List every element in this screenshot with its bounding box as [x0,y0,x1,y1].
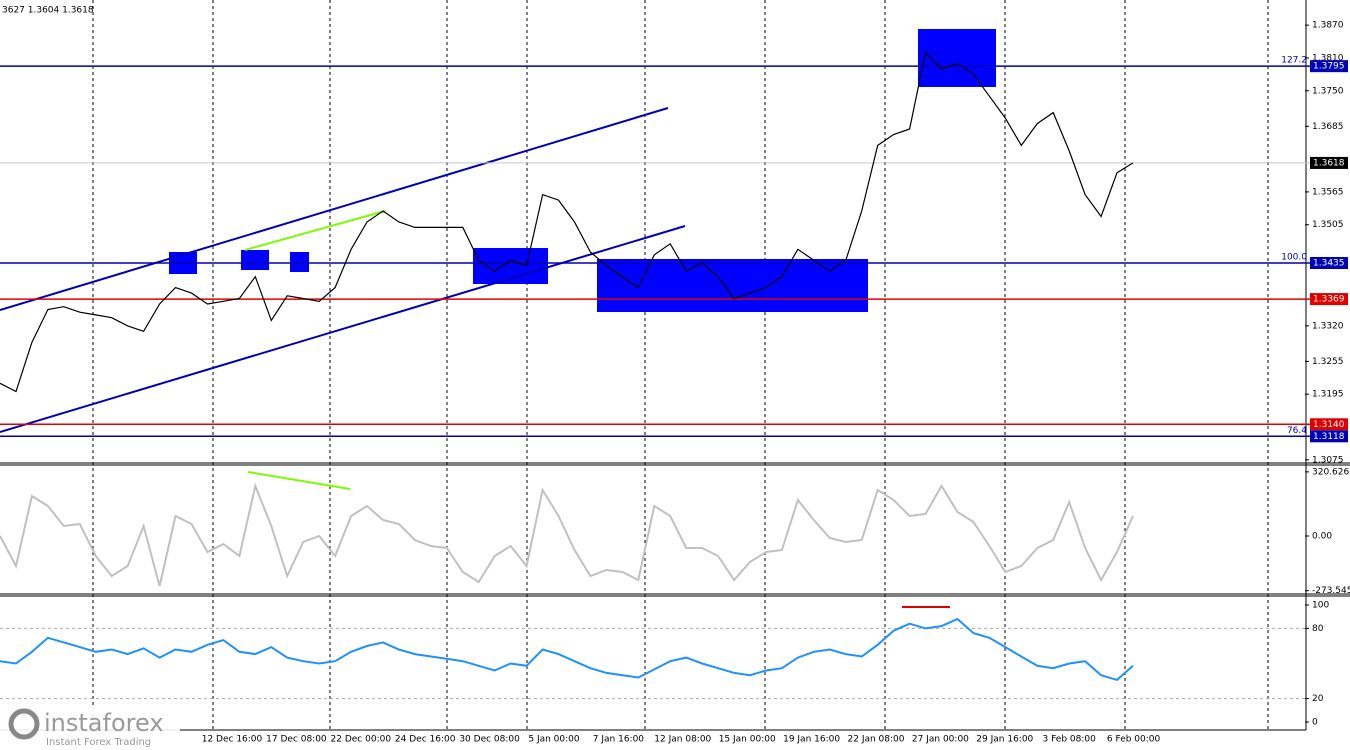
level-label-box [1310,293,1348,306]
level-label-box [1310,430,1348,443]
fib-label: 127.2 [1281,56,1307,66]
level-label: 1.3140 [1313,420,1345,430]
y-tick-label: 1.3255 [1312,357,1344,367]
zone [918,29,996,87]
level-label-box [1310,60,1348,73]
y-tick-label: 1.3750 [1312,86,1344,96]
x-tick-label: 15 Jan 00:00 [719,735,776,745]
grid [92,0,1269,730]
y-tick-label: 1.3505 [1312,220,1344,230]
y-tick-label: 1.3195 [1312,390,1344,400]
y-tick-label: 0 [1312,718,1318,728]
level-label: 1.3118 [1313,432,1345,442]
series-line [0,617,1134,682]
header: 3627 1.3604 1.3618 [2,6,94,16]
logo: instaforex Instant Forex Trading [0,705,180,750]
y-tick-label: 20 [1312,694,1324,704]
y-tick-label: 100 [1312,601,1329,611]
divergence-line [247,471,351,490]
fib-label: 100.0 [1281,252,1307,262]
y-tick-label: 1.3075 [1312,455,1344,465]
y-tick-label: 320.6269 [1312,467,1350,477]
zone [597,259,868,312]
y-tick-label: 1.3320 [1312,321,1344,331]
level-label-box [1310,156,1348,169]
panel-borders [0,0,1350,731]
x-tick-label: 22 Jan 08:00 [848,735,905,745]
series-line [0,51,1134,393]
channel-line [0,225,686,433]
level-label-box [1310,256,1348,269]
y-tick-label: 0.00 [1312,532,1332,542]
series-line [0,482,1134,587]
divergence-line [244,210,386,251]
level-label: 1.3369 [1313,295,1345,305]
zone [290,252,309,272]
x-tick-label: 27 Jan 00:00 [912,735,969,745]
x-tick-label: 7 Jan 16:00 [593,735,645,745]
y-tick-label: 1.3870 [1312,21,1344,31]
y-tick-label: 1.3565 [1312,187,1344,197]
x-tick-label: 30 Dec 08:00 [459,735,520,745]
x-tick-label: 24 Dec 16:00 [395,735,456,745]
level-label: 1.3435 [1313,258,1345,268]
y-tick-label: 1.3810 [1312,53,1344,63]
y-tick-label: 1.3685 [1312,122,1344,132]
logo-tagline: Instant Forex Trading [46,737,151,748]
logo-name: instaforex [44,709,164,737]
level-label: 1.3795 [1313,62,1345,72]
logo-icon [8,708,40,740]
x-tick-label: 12 Jan 08:00 [654,735,711,745]
zone [241,250,269,270]
x-tick-label: 6 Feb 00:00 [1107,735,1161,745]
x-tick-label: 17 Dec 08:00 [266,735,327,745]
fib-label: 76.4 [1287,426,1307,436]
drawings [0,29,996,608]
channel-line [0,107,669,311]
x-tick-label: 5 Jan 00:00 [528,735,580,745]
y-tick-label: 80 [1312,624,1324,634]
x-tick-label: 29 Jan 16:00 [976,735,1033,745]
y-tick-label: -273.545 [1312,586,1350,596]
level-label-box [1310,418,1348,431]
x-tick-label: 3 Feb 08:00 [1043,735,1097,745]
x-tick-label: 12 Dec 16:00 [202,735,263,745]
level-label: 1.3618 [1313,158,1345,168]
x-tick-label: 22 Dec 00:00 [331,735,392,745]
x-tick-label: 19 Jan 16:00 [783,735,840,745]
